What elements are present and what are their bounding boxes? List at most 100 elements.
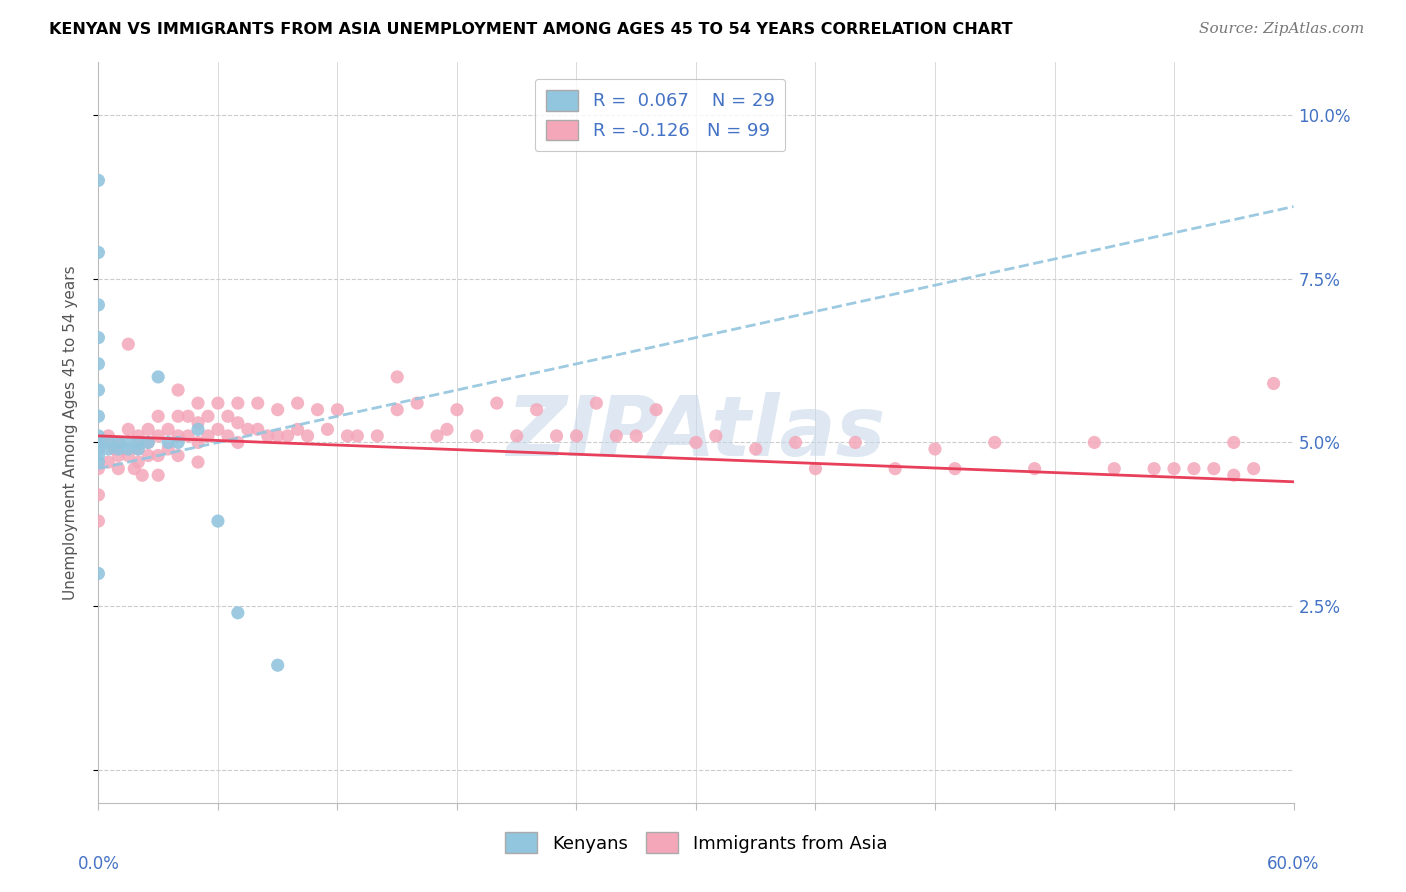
Point (1083, 435, 1105, 450)
Point (1223, 435, 1246, 450)
Point (87, 435, 110, 450)
Text: Source: ZipAtlas.com: Source: ZipAtlas.com (1198, 22, 1364, 37)
Point (187, 455, 209, 469)
Point (1243, 461, 1265, 475)
Point (626, 429, 648, 443)
Point (148, 449, 170, 463)
Point (97, 429, 120, 443)
Point (217, 409, 239, 424)
Point (943, 461, 966, 475)
Point (131, 468, 153, 483)
Point (187, 416, 209, 430)
Point (307, 402, 329, 417)
Point (236, 422, 259, 436)
Point (167, 435, 190, 450)
Point (1104, 461, 1126, 475)
Point (346, 429, 368, 443)
Point (87, 383, 110, 397)
Point (226, 606, 249, 620)
Point (148, 468, 170, 483)
Point (87, 409, 110, 424)
Point (1163, 461, 1185, 475)
Point (107, 435, 129, 450)
Text: KENYAN VS IMMIGRANTS FROM ASIA UNEMPLOYMENT AMONG AGES 45 TO 54 YEARS CORRELATIO: KENYAN VS IMMIGRANTS FROM ASIA UNEMPLOYM… (49, 22, 1012, 37)
Text: 60.0%: 60.0% (1267, 855, 1320, 872)
Point (385, 402, 409, 417)
Point (197, 409, 219, 424)
Point (226, 435, 249, 450)
Point (246, 422, 269, 436)
Point (103, 442, 125, 456)
Point (117, 422, 139, 436)
Point (785, 435, 807, 450)
Point (267, 429, 290, 443)
Point (136, 422, 159, 436)
Point (107, 461, 129, 475)
Point (87, 488, 110, 502)
Point (87, 455, 110, 469)
Point (107, 442, 129, 456)
Point (87, 461, 110, 475)
Point (87, 245, 110, 260)
Point (546, 429, 568, 443)
Point (1182, 461, 1205, 475)
Point (117, 435, 139, 450)
Point (436, 422, 458, 436)
Point (157, 422, 180, 436)
Point (87, 357, 110, 371)
Point (87, 173, 110, 187)
Point (267, 402, 290, 417)
Point (336, 429, 359, 443)
Point (148, 409, 170, 424)
Point (246, 396, 269, 410)
Point (406, 396, 429, 410)
Point (217, 429, 239, 443)
Point (207, 396, 229, 410)
Point (187, 396, 209, 410)
Point (704, 429, 727, 443)
Point (207, 422, 229, 436)
Point (127, 442, 149, 456)
Point (605, 429, 627, 443)
Point (117, 442, 139, 456)
Text: 0.0%: 0.0% (77, 855, 120, 872)
Point (366, 429, 388, 443)
Point (87, 442, 110, 456)
Point (148, 429, 170, 443)
Point (207, 514, 229, 528)
Point (267, 658, 290, 673)
Point (277, 429, 299, 443)
Point (197, 429, 219, 443)
Point (187, 435, 209, 450)
Point (465, 429, 488, 443)
Point (177, 409, 200, 424)
Point (167, 429, 190, 443)
Point (924, 442, 946, 456)
Y-axis label: Unemployment Among Ages 45 to 54 years: Unemployment Among Ages 45 to 54 years (63, 265, 77, 600)
Point (136, 435, 159, 450)
Point (87, 566, 110, 581)
Point (385, 370, 409, 384)
Point (287, 396, 309, 410)
Point (884, 461, 907, 475)
Point (804, 461, 827, 475)
Point (167, 383, 190, 397)
Point (485, 396, 508, 410)
Point (117, 449, 139, 463)
Point (177, 429, 200, 443)
Point (127, 429, 149, 443)
Point (87, 435, 110, 450)
Point (326, 402, 349, 417)
Point (287, 422, 309, 436)
Point (157, 435, 180, 450)
Point (297, 429, 319, 443)
Point (316, 422, 339, 436)
Point (136, 449, 159, 463)
Point (127, 435, 149, 450)
Point (1263, 376, 1285, 391)
Point (426, 429, 449, 443)
Point (167, 409, 190, 424)
Point (984, 435, 1007, 450)
Point (256, 429, 278, 443)
Point (87, 514, 110, 528)
